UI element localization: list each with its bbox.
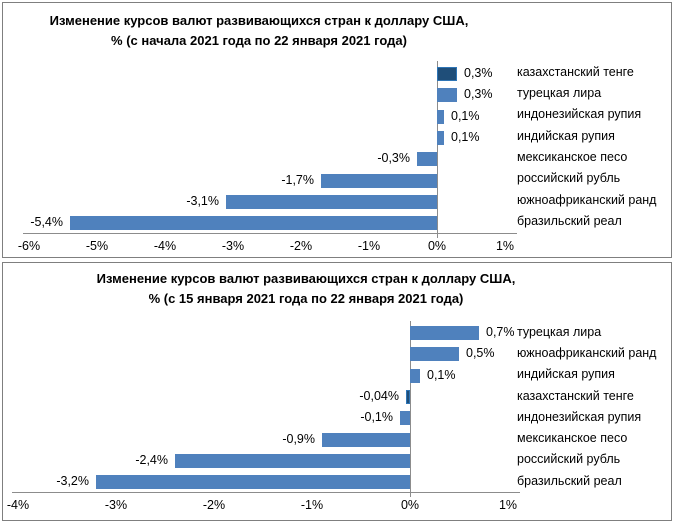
value-label: -2,4% <box>135 452 168 467</box>
axis-tick-label: -2% <box>289 239 313 253</box>
axis-tick-label: -4% <box>6 498 30 512</box>
chart-title: Изменение курсов валют развивающихся стр… <box>96 271 516 306</box>
value-label: -5,4% <box>30 215 63 230</box>
axis-tick-label: 1% <box>498 498 518 512</box>
axis-tick-label: -3% <box>104 498 128 512</box>
x-axis-line <box>12 492 520 493</box>
category-label: турецкая лира <box>517 86 602 101</box>
value-label: 0,7% <box>486 325 515 339</box>
bar <box>321 173 437 188</box>
plot-area: -4% -3% -2% -1% 0% 1% 0,7% турецкая лира 0,5% южн… <box>3 263 671 520</box>
value-label: 0,5% <box>466 346 495 361</box>
value-label: 0,3% <box>464 87 493 102</box>
category-label: мексиканское песо <box>517 431 628 446</box>
category-label: индийская рупия <box>517 367 615 382</box>
value-label: -3,1% <box>186 194 219 209</box>
bar <box>437 67 457 81</box>
plot-area: -6% -5% -4% -3% -2% -1% 0% 1% 0,3% казахстанский … <box>3 3 671 257</box>
chart-title: Изменение курсов валют развивающихся стр… <box>49 13 469 48</box>
category-label: южноафриканский ранд <box>517 345 657 360</box>
bar <box>406 389 410 404</box>
axis-tick-label: 0% <box>427 239 447 253</box>
value-label: 0,1% <box>451 108 480 123</box>
category-label: российский рубль <box>517 171 621 186</box>
bar <box>417 152 437 167</box>
value-label: -0,04% <box>359 388 399 403</box>
bar <box>410 347 459 362</box>
category-label: мексиканское песо <box>517 150 628 165</box>
bar <box>400 411 410 426</box>
category-label: южноафриканский ранд <box>517 192 657 207</box>
bar <box>437 88 457 103</box>
value-label: -0,3% <box>377 151 410 166</box>
category-label: индонезийская рупия <box>517 107 642 122</box>
axis-tick-label: -6% <box>17 239 41 253</box>
category-label: индийская рупия <box>517 128 615 143</box>
axis-tick-label: -1% <box>357 239 381 253</box>
bar <box>175 453 410 468</box>
category-label: турецкая лира <box>517 324 602 339</box>
value-label: 0,3% <box>464 66 493 80</box>
bar <box>410 326 479 340</box>
value-label: 0,1% <box>451 130 480 145</box>
category-label: индонезийская рупия <box>517 409 642 424</box>
category-label: казахстанский тенге <box>517 388 634 403</box>
category-label: российский рубль <box>517 452 621 467</box>
category-label: бразильский реал <box>517 214 622 229</box>
chart-panel-weekly: Изменение курсов валют развивающихся стр… <box>2 262 672 521</box>
bar <box>410 368 420 383</box>
bar <box>96 475 410 490</box>
zero-axis-line <box>437 61 438 238</box>
zero-axis-line <box>410 321 411 497</box>
bar <box>226 195 437 210</box>
value-label: -1,7% <box>281 172 314 187</box>
x-axis-line <box>23 233 517 234</box>
bar <box>70 216 437 231</box>
axis-tick-label: 0% <box>400 498 420 512</box>
axis-tick-label: -3% <box>221 239 245 253</box>
axis-tick-label: -2% <box>202 498 226 512</box>
axis-tick-label: -1% <box>300 498 324 512</box>
category-label: казахстанский тенге <box>517 64 634 79</box>
bar <box>437 131 444 146</box>
value-label: -0,1% <box>360 410 393 425</box>
chart-panel-ytd: Изменение курсов валют развивающихся стр… <box>2 2 672 258</box>
bar <box>322 432 410 447</box>
value-label: -3,2% <box>56 474 89 489</box>
value-label: -0,9% <box>282 431 315 446</box>
value-label: 0,1% <box>427 367 456 382</box>
axis-tick-label: 1% <box>495 239 515 253</box>
axis-tick-label: -4% <box>153 239 177 253</box>
bar <box>437 109 444 124</box>
category-label: бразильский реал <box>517 473 622 488</box>
axis-tick-label: -5% <box>85 239 109 253</box>
